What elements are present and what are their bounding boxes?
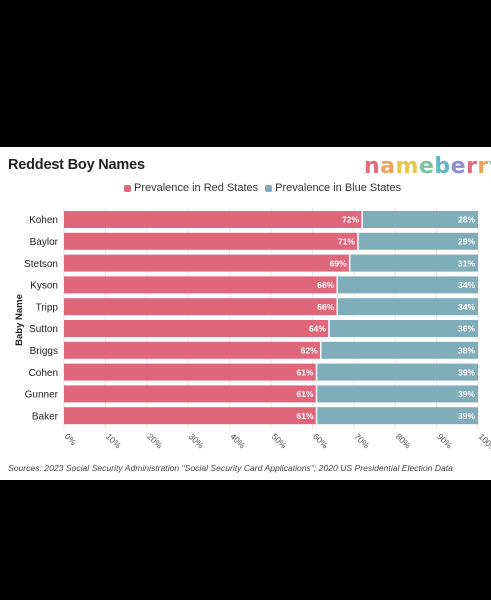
data-label-blue: 31% [458, 258, 475, 268]
data-label-red: 61% [297, 411, 314, 421]
legend-item-red: Prevalence in Red States [124, 182, 258, 194]
source-note: Sources: 2023 Social Security Administra… [8, 463, 453, 473]
bar-blue [357, 232, 478, 250]
bar-blue [337, 298, 478, 316]
data-label-blue: 34% [458, 280, 475, 290]
chart-title: Reddest Boy Names [8, 157, 145, 173]
category-label: Baker [32, 411, 59, 422]
legend-item-blue: Prevalence in Blue States [265, 182, 401, 194]
bar-red [64, 232, 358, 250]
category-label: Sutton [29, 324, 58, 335]
data-label-blue: 39% [458, 389, 475, 399]
category-label: Kyson [30, 281, 58, 292]
category-label: Stetson [24, 259, 58, 270]
data-label-red: 69% [330, 258, 347, 268]
bar-blue [362, 211, 478, 228]
nameberry-logo: nameberry [364, 154, 491, 179]
bar-red [64, 341, 321, 359]
data-label-red: 72% [342, 215, 359, 225]
bar-blue [316, 363, 478, 381]
x-tick-label: 70% [352, 431, 371, 450]
bar-blue [316, 385, 478, 403]
bar-red [64, 276, 338, 294]
category-label: Tripp [36, 302, 59, 313]
bar-red [64, 298, 338, 316]
bar-blue [316, 407, 478, 425]
data-label-red: 61% [297, 389, 314, 399]
data-label-blue: 34% [458, 302, 475, 312]
bar-red [64, 407, 317, 425]
category-label: Gunner [25, 390, 59, 401]
logo-letter: m [395, 154, 419, 179]
chart-legend: Prevalence in Red States Prevalence in B… [124, 182, 408, 194]
logo-letter: y [489, 154, 491, 179]
bar-red [64, 320, 329, 337]
bar-blue [320, 341, 478, 359]
bar-blue [328, 320, 478, 337]
bar-red [64, 385, 317, 403]
x-tick-label: 30% [187, 431, 206, 450]
legend-swatch-red [124, 184, 131, 192]
data-label-blue: 29% [458, 237, 475, 247]
data-label-red: 71% [338, 237, 355, 247]
chart-card: Reddest Boy Names nameberry Prevalence i… [0, 147, 491, 480]
data-label-red: 64% [309, 324, 326, 334]
x-tick-label: 90% [435, 431, 454, 450]
data-label-red: 61% [297, 367, 314, 377]
bar-red [64, 254, 350, 272]
x-tick-label: 40% [228, 431, 247, 450]
bar-blue [349, 254, 478, 272]
data-label-blue: 38% [458, 346, 475, 356]
category-label: Baylor [30, 237, 59, 248]
x-tick-label: 10% [104, 431, 123, 450]
logo-letter: r [477, 154, 489, 179]
category-label: Briggs [30, 346, 58, 357]
legend-swatch-blue [265, 184, 273, 192]
x-tick-label: 80% [394, 431, 413, 450]
data-label-blue: 39% [458, 411, 475, 421]
data-label-red: 62% [301, 346, 318, 356]
logo-letter: e [450, 154, 467, 179]
y-axis-title: Baby Name [14, 294, 25, 346]
logo-letter: r [466, 154, 478, 179]
x-tick-label: 60% [311, 431, 330, 450]
bar-red [64, 211, 363, 228]
data-label-blue: 28% [458, 215, 475, 225]
x-tick-label: 100% [477, 431, 491, 454]
x-tick-label: 20% [145, 431, 164, 450]
category-label: Kohen [29, 215, 58, 226]
bar-blue [337, 276, 478, 294]
category-label: Cohen [29, 368, 58, 379]
data-label-blue: 36% [458, 324, 475, 334]
legend-label-red: Prevalence in Red States [134, 182, 259, 194]
chart-plot: Kohen 72% 28% Baylor 71% 29% Stetson 69% 31% Kyso… [14, 208, 491, 454]
data-label-red: 66% [317, 280, 334, 290]
logo-letter: e [418, 154, 435, 179]
logo-letter: a [380, 154, 396, 179]
data-label-red: 66% [317, 302, 334, 312]
data-label-blue: 39% [458, 367, 475, 377]
x-tick-label: 0% [63, 431, 79, 447]
bar-red [64, 363, 317, 381]
logo-letter: n [364, 154, 381, 179]
logo-letter: b [434, 154, 451, 179]
x-tick-label: 50% [270, 431, 289, 450]
legend-label-blue: Prevalence in Blue States [275, 182, 402, 194]
